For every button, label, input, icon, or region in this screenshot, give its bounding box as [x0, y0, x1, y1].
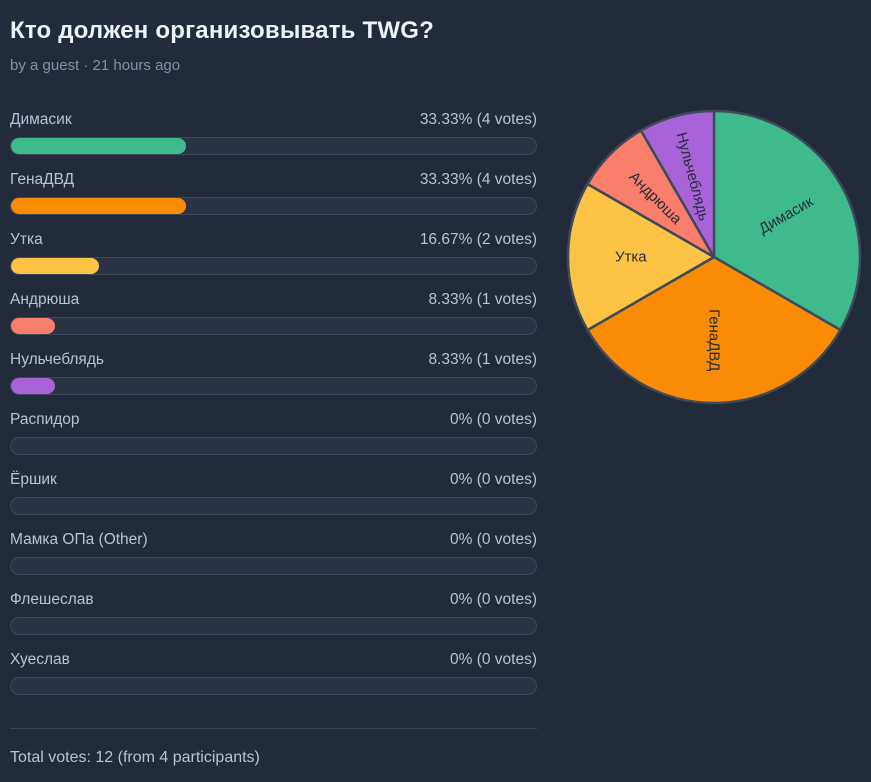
vote-bar-track	[10, 677, 537, 695]
poll-option-row: Распидор 0% (0 votes)	[10, 404, 537, 464]
poll-options-list: Димасик 33.33% (4 votes) ГенаДВД 33.33% …	[10, 104, 537, 704]
poll-option-row: ГенаДВД 33.33% (4 votes)	[10, 164, 537, 224]
pie-slice	[566, 182, 716, 332]
pie-slice	[639, 109, 716, 259]
poll-option-head: Распидор 0% (0 votes)	[10, 404, 537, 431]
pie-slice	[712, 109, 862, 332]
pie-slice-label: ГенаДВД	[706, 309, 723, 371]
option-result: 8.33% (1 votes)	[428, 291, 537, 308]
option-result: 0% (0 votes)	[449, 471, 537, 488]
option-label: Нульчеблядь	[10, 351, 104, 368]
option-result: 8.33% (1 votes)	[428, 351, 537, 368]
poll-option-head: Хуеслав 0% (0 votes)	[10, 644, 537, 671]
option-label: Мамка ОПа (Other)	[10, 531, 148, 548]
poll-option-head: Утка 16.67% (2 votes)	[10, 224, 537, 251]
option-label: Распидор	[10, 411, 80, 428]
poll-option-row: Мамка ОПа (Other) 0% (0 votes)	[10, 524, 537, 584]
vote-bar-fill	[11, 378, 55, 394]
pie-slice-label: Утка	[615, 249, 647, 266]
option-label: Хуеслав	[10, 651, 70, 668]
option-result: 16.67% (2 votes)	[419, 231, 537, 248]
option-label: Утка	[10, 231, 43, 248]
poll-option-head: Ёршик 0% (0 votes)	[10, 464, 537, 491]
poll-option-row: Хуеслав 0% (0 votes)	[10, 644, 537, 704]
poll-option-head: Нульчеблядь 8.33% (1 votes)	[10, 344, 537, 371]
option-label: ГенаДВД	[10, 171, 75, 188]
vote-bar-fill	[11, 138, 186, 154]
poll-footer: Total votes: 12 (from 4 participants)	[10, 728, 537, 767]
vote-bar-track	[10, 557, 537, 575]
total-votes: Total votes: 12 (from 4 participants)	[10, 749, 260, 766]
footer-divider	[10, 728, 537, 729]
option-label: Андрюша	[10, 291, 80, 308]
option-label: Флешеслав	[10, 591, 94, 608]
poll-option-row: Нульчеблядь 8.33% (1 votes)	[10, 344, 537, 404]
pie-chart-area: Димасик ГенаДВД Утка Андрюша Нульчеблядь	[566, 109, 862, 405]
vote-bar-track	[10, 257, 537, 275]
poll-option-head: Флешеслав 0% (0 votes)	[10, 584, 537, 611]
option-result: 0% (0 votes)	[449, 531, 537, 548]
poll-option-row: Ёршик 0% (0 votes)	[10, 464, 537, 524]
poll-byline: by a guest · 21 hours ago	[10, 57, 181, 74]
pie-slice	[586, 255, 842, 405]
poll-title: Кто должен организовывать TWG?	[10, 17, 434, 44]
vote-bar-track	[10, 617, 537, 635]
vote-bar-track	[10, 437, 537, 455]
option-result: 0% (0 votes)	[449, 651, 537, 668]
vote-bar-track	[10, 137, 537, 155]
vote-bar-track	[10, 377, 537, 395]
poll-option-head: Мамка ОПа (Other) 0% (0 votes)	[10, 524, 537, 551]
vote-bar-fill	[11, 198, 186, 214]
option-label: Ёршик	[10, 471, 57, 488]
poll-option-head: Андрюша 8.33% (1 votes)	[10, 284, 537, 311]
poll-option-row: Флешеслав 0% (0 votes)	[10, 584, 537, 644]
vote-bar-track	[10, 197, 537, 215]
poll-option-head: ГенаДВД 33.33% (4 votes)	[10, 164, 537, 191]
poll-option-head: Димасик 33.33% (4 votes)	[10, 104, 537, 131]
option-result: 0% (0 votes)	[449, 411, 537, 428]
vote-bar-track	[10, 497, 537, 515]
poll-option-row: Димасик 33.33% (4 votes)	[10, 104, 537, 164]
option-result: 33.33% (4 votes)	[419, 111, 537, 128]
option-result: 33.33% (4 votes)	[419, 171, 537, 188]
vote-bar-fill	[11, 258, 99, 274]
option-result: 0% (0 votes)	[449, 591, 537, 608]
option-label: Димасик	[10, 111, 72, 128]
poll-header: Кто должен организовывать TWG? by a gues…	[0, 0, 871, 74]
vote-bar-track	[10, 317, 537, 335]
poll-option-row: Утка 16.67% (2 votes)	[10, 224, 537, 284]
poll-option-row: Андрюша 8.33% (1 votes)	[10, 284, 537, 344]
vote-bar-fill	[11, 318, 55, 334]
